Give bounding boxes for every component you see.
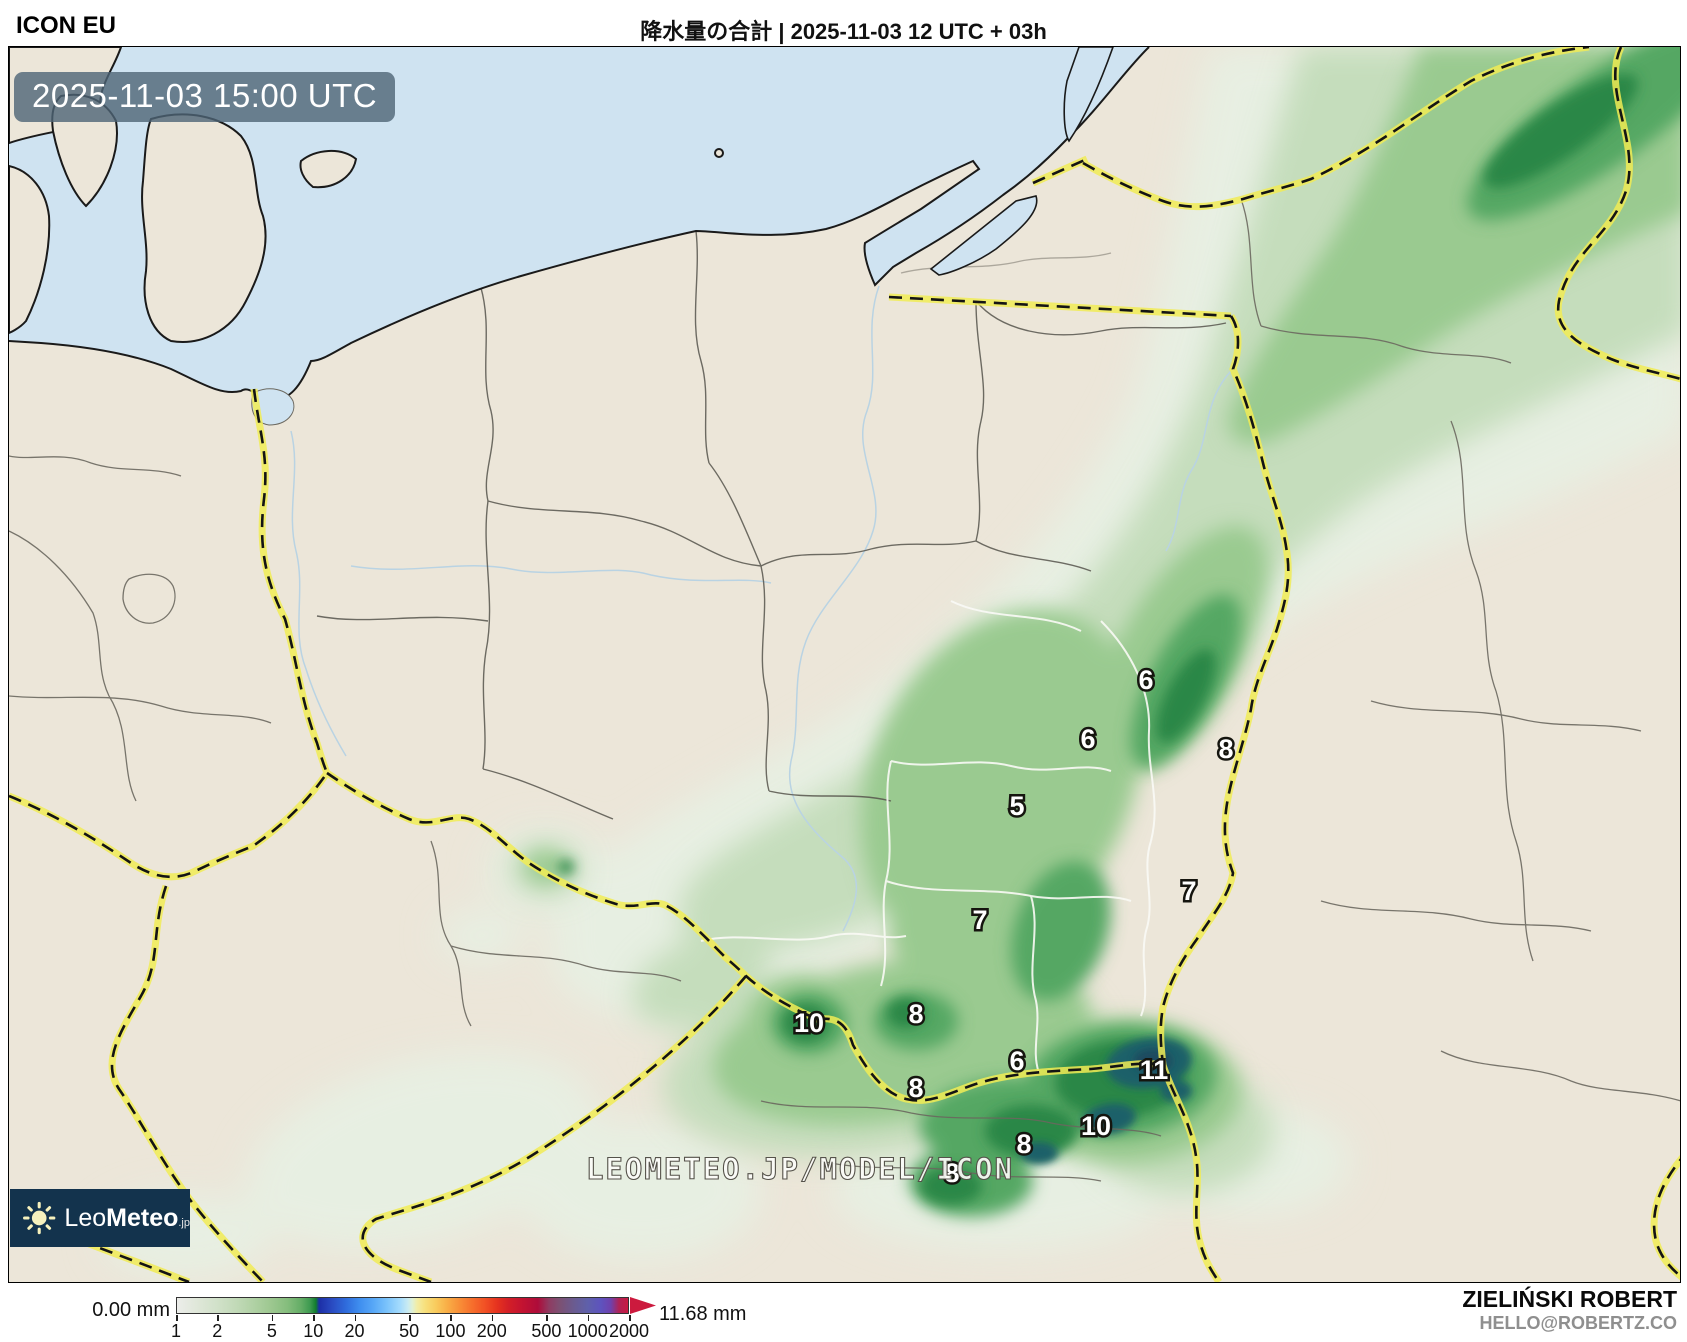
admin-borders-foreign xyxy=(9,198,1680,1182)
precip-value-label: 8 xyxy=(1016,1129,1031,1159)
colorbar-arrow xyxy=(630,1297,656,1314)
legend-min-label: 0.00 mm xyxy=(92,1299,170,1321)
precip-value-label: 8 xyxy=(908,1073,923,1103)
country-borders xyxy=(9,47,1680,1282)
szczecin-lagoon xyxy=(251,388,295,426)
colorbar-tick-mark xyxy=(217,1315,219,1321)
author-email: HELLO@ROBERTZ.CO xyxy=(1479,1313,1677,1333)
precip-value-label: 7 xyxy=(972,905,987,935)
colorbar-tick-label: 2000 xyxy=(608,1321,650,1341)
colorbar-tick-mark xyxy=(546,1315,548,1321)
sun-icon xyxy=(23,1201,56,1235)
precip-value-labels: 6 6 8 5 7 7 8 10 6 11 8 10 8 8 xyxy=(791,663,1236,1191)
colorbar-tick-label: 10 xyxy=(303,1321,324,1341)
colorbar-tick-mark xyxy=(176,1315,178,1321)
precip-value-label: 8 xyxy=(1218,734,1233,764)
colorbar-tick-label: 200 xyxy=(476,1321,507,1341)
precip-value-label: 8 xyxy=(908,999,923,1029)
admin-borders-poland-light xyxy=(700,600,1156,1074)
leometeo-logo: LeoMeteo.jp xyxy=(10,1189,190,1247)
colorbar-tick-mark xyxy=(491,1315,494,1321)
colorbar-tick-mark xyxy=(354,1315,357,1321)
colorbar-tick-label: 500 xyxy=(531,1321,562,1341)
author-name: ZIELIŃSKI ROBERT xyxy=(1462,1286,1677,1312)
page-title: 降水量の合計 | 2025-11-03 12 UTC + 03h xyxy=(640,19,1047,44)
precip-value-label: 6 xyxy=(1009,1046,1024,1076)
precip-value-label: 10 xyxy=(794,1008,824,1038)
precip-value-label: 6 xyxy=(1138,665,1153,695)
precip-value-label: 6 xyxy=(1080,724,1095,754)
weather-map: 6 6 8 5 7 7 8 10 6 11 8 10 8 8 xyxy=(8,46,1681,1283)
vistula-lagoon xyxy=(929,195,1038,276)
precip-value-label: 8 xyxy=(944,1158,959,1188)
precip-colorbar xyxy=(176,1297,629,1314)
colorbar-tick-label: 50 xyxy=(399,1321,420,1341)
valid-time-badge: 2025-11-03 15:00 UTC xyxy=(14,72,396,122)
colorbar-tick-label: 1 xyxy=(170,1321,181,1341)
colorbar-tick-mark xyxy=(409,1315,411,1321)
precipitation-layer xyxy=(101,47,1680,1278)
bornholm-island xyxy=(299,150,358,189)
precip-value-label: 7 xyxy=(1181,876,1196,906)
watermark-text: LEOMETEO.JP/MODEL/ICON xyxy=(585,1151,1015,1186)
colorbar-tick-label: 5 xyxy=(266,1321,277,1341)
baltic-sea xyxy=(9,47,1150,426)
colorbar-tick-mark xyxy=(587,1315,590,1321)
colorbar-tick-label: 20 xyxy=(344,1321,365,1341)
map-canvas: 6 6 8 5 7 7 8 10 6 11 8 10 8 8 xyxy=(9,47,1680,1282)
colorbar-tick-mark xyxy=(450,1315,452,1321)
colorbar-tick-label: 100 xyxy=(435,1321,466,1341)
legend-max-label: 11.68 mm xyxy=(659,1303,747,1325)
curonian-lagoon xyxy=(1063,47,1114,143)
colorbar-tick-mark xyxy=(271,1315,274,1321)
rivers xyxy=(290,285,1234,932)
admin-borders-poland xyxy=(316,230,1227,820)
model-name: ICON EU xyxy=(16,12,117,39)
precip-value-label: 11 xyxy=(1140,1055,1169,1085)
island-large xyxy=(141,113,267,343)
logo-wordmark: LeoMeteo.jp xyxy=(64,1203,190,1232)
precip-value-label: 10 xyxy=(1081,1111,1111,1141)
precip-value-label: 5 xyxy=(1009,791,1024,821)
colorbar-tick-mark xyxy=(629,1315,631,1321)
colorbar-tick-mark xyxy=(313,1315,315,1321)
colorbar-tick-label: 2 xyxy=(212,1321,223,1341)
colorbar-tick-label: 1000 xyxy=(567,1321,608,1341)
